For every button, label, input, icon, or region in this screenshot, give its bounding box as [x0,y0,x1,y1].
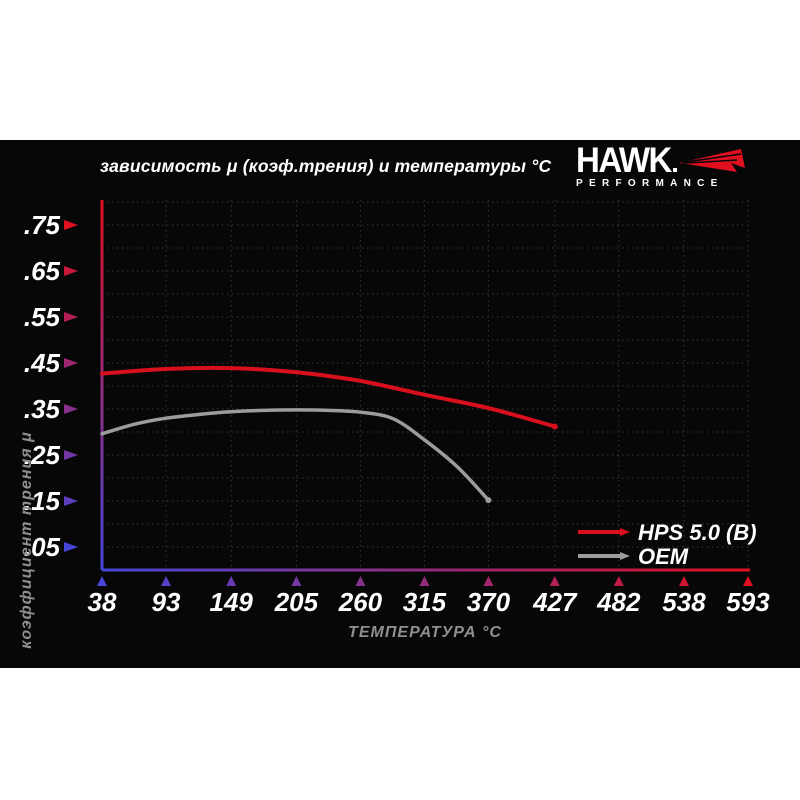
hawk-logo: HAWK PERFORMANCE [576,140,752,189]
x-tick-arrow-icon [291,576,302,586]
hawk-wing-icon [678,149,745,172]
x-tick-label: 38 [88,587,117,617]
chart-legend: HPS 5.0 (B)OEM [578,520,757,569]
x-tick-label: 538 [662,587,706,617]
y-tick-arrow-icon [64,404,78,414]
x-tick-arrow-icon [549,576,560,586]
legend-arrow-icon [620,552,630,560]
x-tick-arrow-icon [355,576,366,586]
x-tick-label: 149 [210,587,254,617]
chart-panel: зависимость μ (коэф.трения) и температур… [0,140,800,668]
y-tick-label: .05 [24,532,61,562]
x-tick-label: 482 [596,587,641,617]
y-tick-arrow-icon [64,450,78,460]
data-series [100,365,558,504]
x-tick-label: 315 [403,587,447,617]
friction-temperature-chart: .05 .15 .25 .35 .45 .55 .65 .75 38 93 149 205 260 315… [18,200,770,649]
hawk-logo-row: HAWK [576,140,752,180]
x-tick-arrow-icon [678,576,689,586]
x-tick-arrow-icon [613,576,624,586]
y-tick-arrow-icon [64,542,78,552]
legend-label: HPS 5.0 (B) [638,520,757,545]
x-tick-arrow-icon [97,576,107,586]
y-tick-label: .35 [24,394,61,424]
grid-lines [102,200,749,570]
hawk-logo-subtitle: PERFORMANCE [576,178,724,189]
x-tick-label: 370 [467,587,511,617]
x-tick-arrow-icon [226,576,237,586]
y-axis-title: коэффициент трения μ [18,431,35,649]
registered-mark-icon [672,168,677,172]
y-tick-arrow-icon [64,496,78,506]
series-curve-oem [100,408,491,502]
x-tick-label: 593 [726,587,770,617]
x-tick-label: 260 [338,587,383,617]
axis-ticks: .05 .15 .25 .35 .45 .55 .65 .75 38 93 149 205 260 315… [24,210,770,617]
legend-arrow-icon [620,528,630,536]
y-tick-label: .15 [24,486,61,516]
x-tick-arrow-icon [161,576,172,586]
x-tick-label: 205 [274,587,319,617]
chart-title: зависимость μ (коэф.трения) и температур… [100,156,552,176]
x-tick-label: 427 [532,587,578,617]
y-tick-arrow-icon [64,312,78,322]
legend-label: OEM [638,544,689,569]
y-tick-label: .65 [24,256,61,286]
series-curve-hps [100,365,557,429]
x-tick-label: 93 [152,587,181,617]
y-tick-label: .55 [24,302,61,332]
y-tick-arrow-icon [64,358,78,368]
series-end-dot [551,423,558,430]
y-tick-label: .75 [24,210,61,240]
y-tick-label: .45 [24,348,61,378]
y-tick-arrow-icon [64,266,78,276]
x-axis-title: ТЕМПЕРАТУРА °C [348,624,502,641]
x-tick-arrow-icon [483,576,494,586]
hawk-logo-text: HAWK [576,140,672,180]
x-tick-arrow-icon [419,576,430,586]
y-tick-arrow-icon [64,220,78,230]
series-end-dot [485,497,492,504]
y-tick-label: .25 [24,440,61,470]
x-tick-arrow-icon [743,576,753,586]
